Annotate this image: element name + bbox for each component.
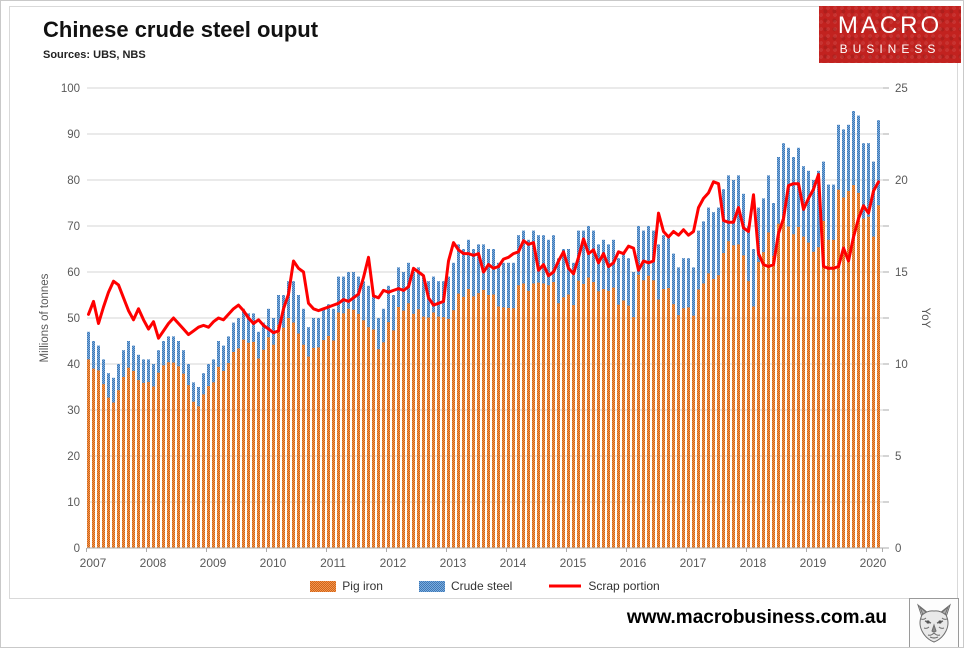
macrobusiness-logo: MACRO BUSINESS [819,6,961,63]
left-axis-labels: 0 10 20 30 40 50 60 70 80 90 100 [61,83,80,555]
svg-text:2008: 2008 [140,556,167,570]
svg-text:15: 15 [895,267,908,279]
chart-sources: Sources: UBS, NBS [43,49,146,61]
svg-text:50: 50 [67,313,80,325]
legend-item-scrap-portion: Scrap portion [548,579,660,593]
svg-text:2013: 2013 [440,556,467,570]
svg-text:20: 20 [895,175,908,187]
chart-canvas: 0 10 20 30 40 50 60 70 80 90 100 0 5 10 15 20 25 2007 2008… [39,83,931,570]
website-url: www.macrobusiness.com.au [626,607,887,628]
svg-text:0: 0 [895,543,901,555]
svg-text:70: 70 [67,221,80,233]
legend-item-pig-iron: Pig iron [310,579,383,593]
left-axis-title: Millions of tonnes [39,273,51,362]
x-axis-ticks [86,548,883,552]
pig-iron-bars [87,185,880,549]
svg-text:40: 40 [67,359,80,371]
wolf-sketch-icon [916,603,952,643]
svg-text:2015: 2015 [560,556,587,570]
svg-text:2012: 2012 [380,556,407,570]
scrap-portion-line [87,173,880,340]
svg-text:2011: 2011 [320,556,346,570]
logo-line1: MACRO [837,11,943,39]
right-axis-ticks [883,87,889,549]
svg-text:2020: 2020 [860,556,887,570]
svg-text:2016: 2016 [620,556,647,570]
scrap-portion-line-icon [549,584,582,588]
svg-text:2009: 2009 [200,556,227,570]
svg-text:10: 10 [895,359,908,371]
svg-text:100: 100 [61,83,80,95]
svg-text:0: 0 [74,543,80,555]
x-axis-labels: 2007 2008 2009 2010 2011 2012 2013 2014 2015 2016… [80,556,887,570]
svg-text:2014: 2014 [500,556,527,570]
right-axis-labels: 0 5 10 15 20 25 [895,83,908,555]
svg-text:2019: 2019 [800,556,827,570]
svg-text:2017: 2017 [680,556,707,570]
svg-text:90: 90 [67,129,80,141]
legend-label: Crude steel [450,579,513,593]
chart-title: Chinese crude steel ouput [43,17,319,42]
right-axis-title: YoY [919,308,931,329]
svg-text:2007: 2007 [80,556,107,570]
svg-text:5: 5 [895,451,901,463]
svg-text:2018: 2018 [740,556,767,570]
svg-text:2010: 2010 [260,556,287,570]
crude-steel-swatch-icon [418,580,445,592]
legend-label: Scrap portion [588,579,660,593]
svg-text:25: 25 [895,83,908,95]
svg-text:30: 30 [67,405,80,417]
svg-text:20: 20 [67,451,80,463]
legend-label: Pig iron [342,579,383,593]
legend-item-crude-steel: Crude steel [418,579,513,593]
svg-text:60: 60 [67,267,80,279]
wolf-logo-box [909,598,959,647]
pig-iron-swatch-icon [310,580,337,592]
logo-line2: BUSINESS [839,41,941,56]
chart-legend: Pig iron Crude steel Scrap portion [87,579,883,593]
svg-text:10: 10 [67,497,80,509]
svg-text:80: 80 [67,175,80,187]
